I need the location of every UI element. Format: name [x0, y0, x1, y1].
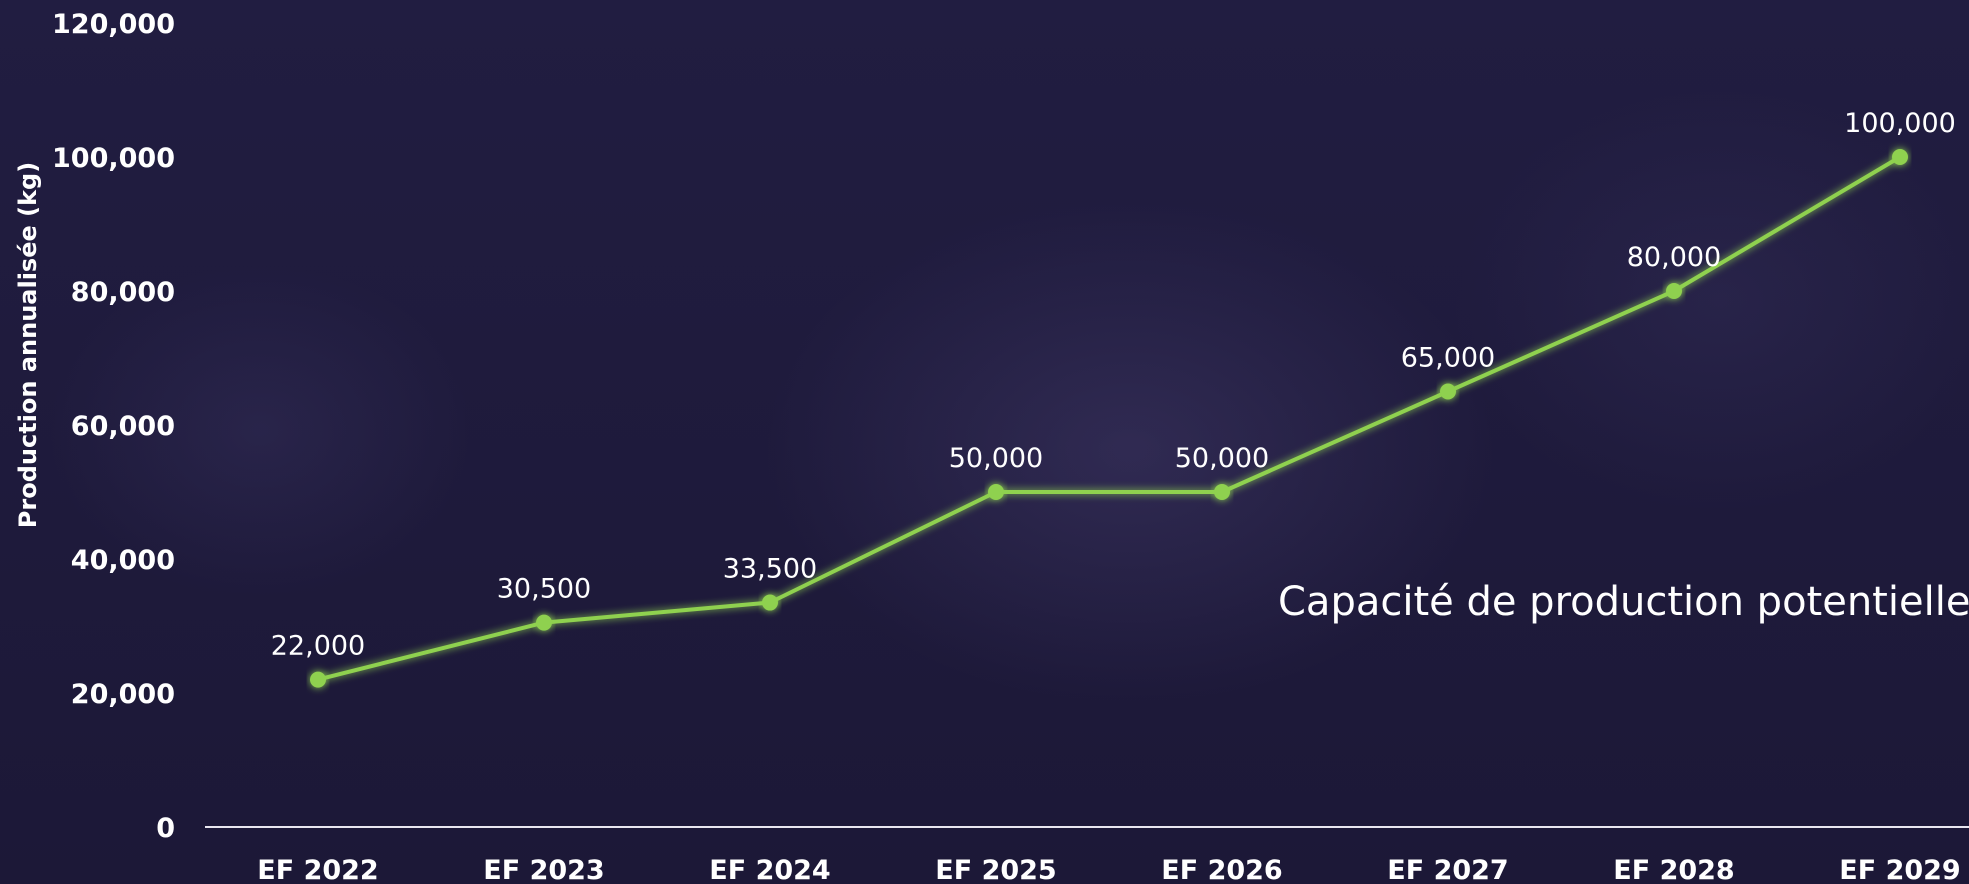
data-point [1892, 149, 1908, 165]
data-label: 65,000 [1401, 343, 1495, 374]
y-tick-label: 0 [156, 813, 175, 844]
data-label: 50,000 [949, 443, 1043, 474]
data-label: 33,500 [723, 554, 817, 585]
y-tick-label: 60,000 [71, 411, 175, 442]
x-tick-label: EF 2028 [1613, 855, 1734, 884]
y-tick-label: 20,000 [71, 679, 175, 710]
y-axis-title: Production annualisée (kg) [14, 162, 42, 528]
data-label: 80,000 [1627, 242, 1721, 273]
data-point [1440, 383, 1456, 400]
series-line [317, 155, 1902, 682]
data-label: 100,000 [1844, 108, 1956, 139]
capacity-annotation: Capacité de production potentielle déten… [1278, 579, 1969, 625]
x-tick-label: EF 2027 [1387, 855, 1508, 884]
x-tick-label: EF 2026 [1161, 855, 1282, 884]
data-point [762, 594, 778, 611]
data-point [310, 671, 326, 688]
data-point [1666, 283, 1682, 299]
y-axis-ticks: 0 20,000 40,000 60,000 80,000 100,000 120,000 [52, 9, 175, 844]
series-group: 22,000 30,500 33,500 50,000 50,000 65,000 80,0… [271, 108, 1956, 688]
data-point [1214, 484, 1230, 500]
y-tick-label: 80,000 [71, 277, 175, 308]
data-label: 22,000 [271, 631, 365, 662]
y-tick-label: 40,000 [71, 545, 175, 576]
x-tick-label: EF 2029 [1839, 855, 1960, 884]
y-tick-label: 100,000 [52, 143, 175, 174]
y-tick-label: 120,000 [52, 9, 175, 40]
data-label: 50,000 [1175, 443, 1269, 474]
data-point [536, 614, 552, 631]
x-axis-ticks: EF 2022 EF 2023 EF 2024 EF 2025 EF 2026 EF 20… [257, 855, 1960, 884]
x-tick-label: EF 2025 [935, 855, 1056, 884]
data-point [988, 484, 1004, 500]
x-tick-label: EF 2022 [257, 855, 378, 884]
data-label: 30,500 [497, 574, 591, 605]
x-tick-label: EF 2023 [483, 855, 604, 884]
x-tick-label: EF 2024 [709, 855, 830, 884]
